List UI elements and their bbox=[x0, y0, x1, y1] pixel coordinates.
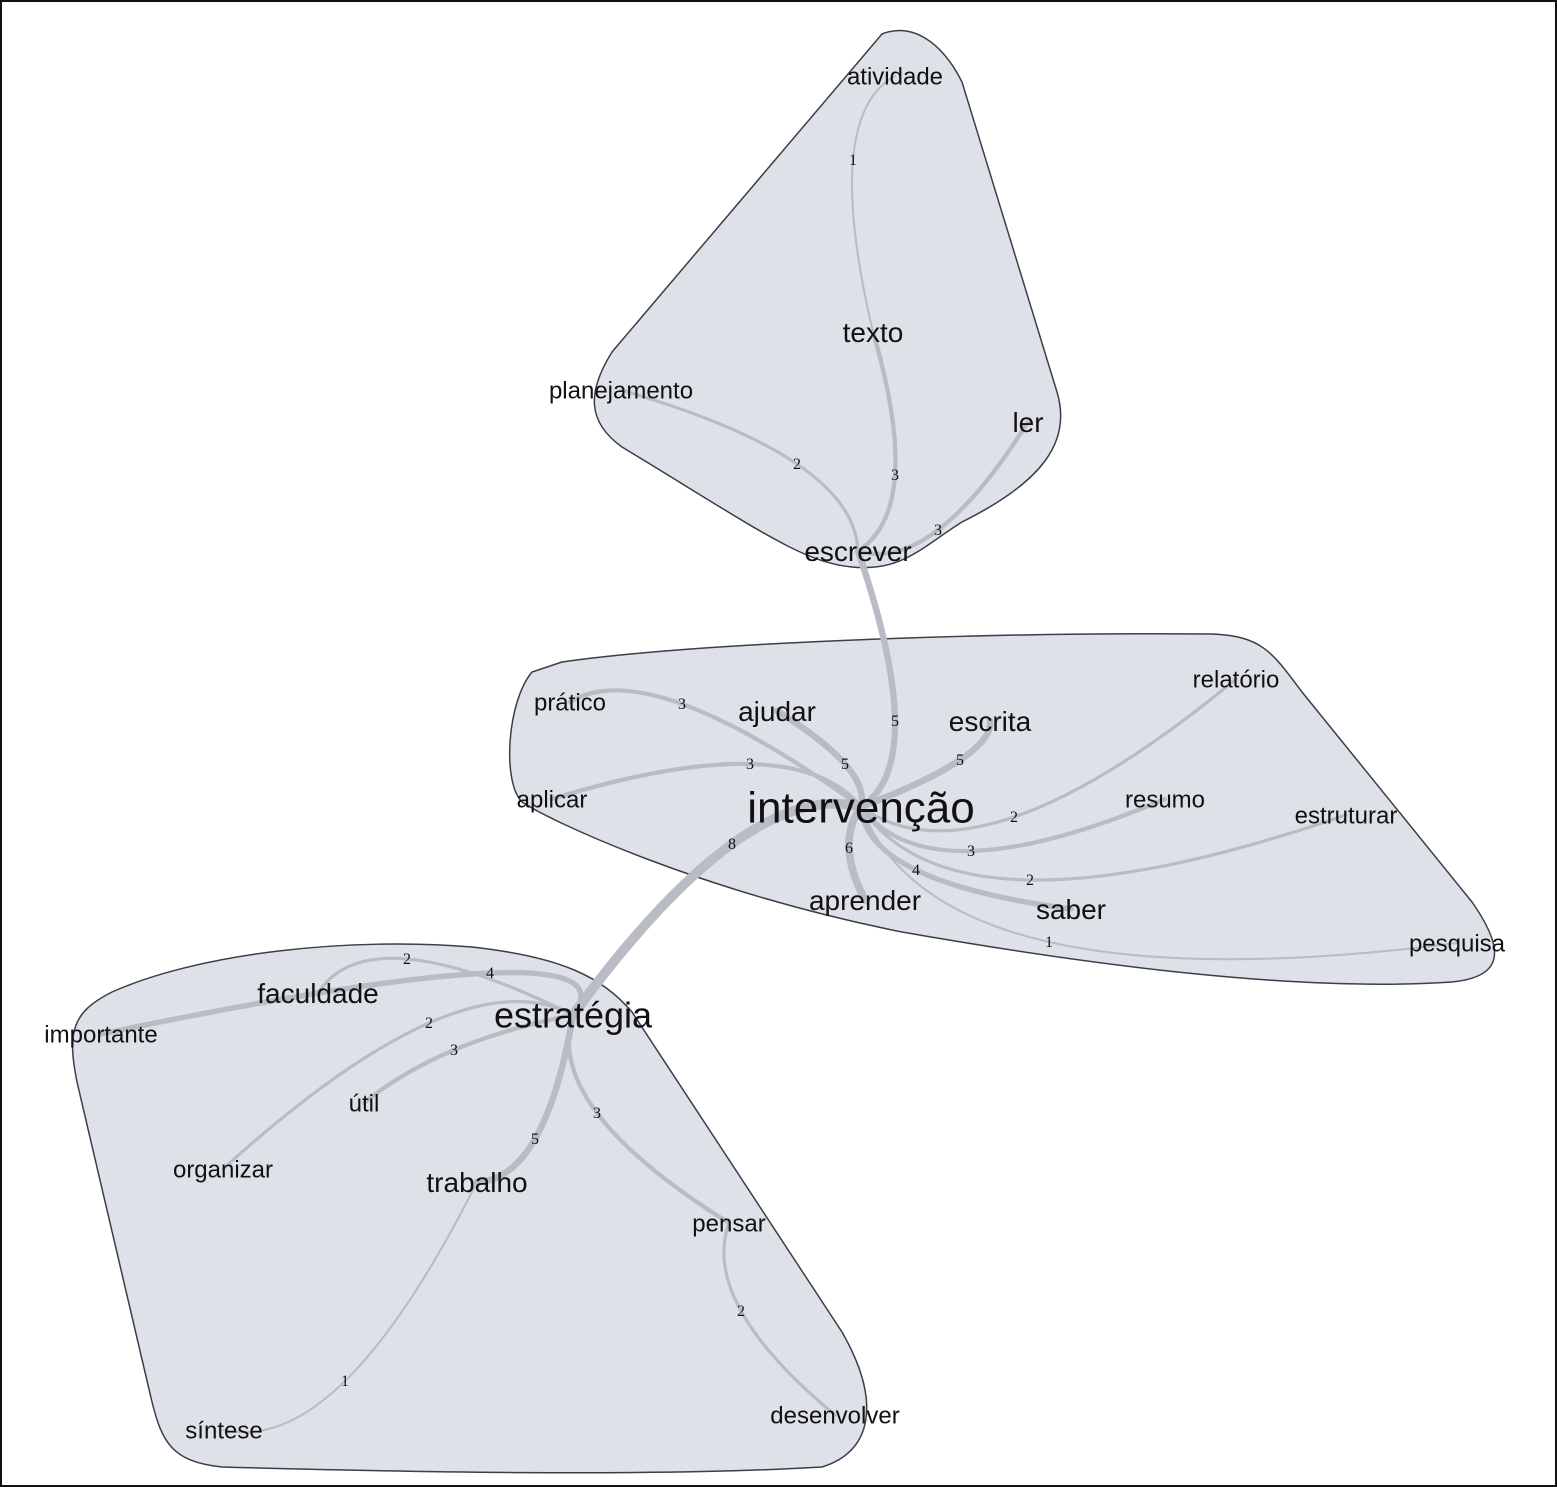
edge-weight-label: 6 bbox=[845, 840, 853, 857]
edge-weight-label: 3 bbox=[934, 522, 942, 539]
node-label: síntese bbox=[185, 1417, 262, 1444]
node-label: ler bbox=[1012, 407, 1043, 438]
edge bbox=[857, 717, 994, 811]
edge-weight-label: 3 bbox=[678, 696, 686, 713]
node-label: texto bbox=[843, 317, 904, 348]
edge-weight-label: 2 bbox=[1010, 809, 1018, 826]
edge-weight-label: 3 bbox=[450, 1042, 458, 1059]
cluster-halo bbox=[71, 943, 868, 1474]
cluster-halo bbox=[508, 633, 1496, 985]
node-label: intervenção bbox=[747, 783, 974, 832]
node-label: saber bbox=[1036, 894, 1106, 925]
node-label: estruturar bbox=[1295, 802, 1398, 829]
edge bbox=[854, 547, 899, 811]
edge-weight-label: 2 bbox=[403, 951, 411, 968]
edge-weight-label: 2 bbox=[793, 456, 801, 473]
edge-weight-label: 2 bbox=[1026, 872, 1034, 889]
edge bbox=[619, 388, 860, 553]
edge bbox=[851, 74, 897, 334]
node-label: resumo bbox=[1125, 786, 1205, 813]
edge-weight-label: 1 bbox=[1045, 934, 1053, 951]
edge-weight-label: 3 bbox=[746, 756, 754, 773]
edge bbox=[859, 805, 1459, 961]
edge bbox=[361, 1012, 576, 1106]
edge-weight-label: 5 bbox=[956, 752, 964, 769]
edge-weight-label: 4 bbox=[486, 965, 494, 982]
edge bbox=[855, 329, 898, 554]
edge-weight-label: 5 bbox=[531, 1131, 539, 1148]
edge bbox=[722, 1221, 837, 1417]
edge bbox=[858, 804, 1074, 912]
node-label: trabalho bbox=[426, 1167, 527, 1198]
edge-weight-label: 3 bbox=[967, 843, 975, 860]
cluster-halo bbox=[593, 29, 1062, 569]
node-label: relatório bbox=[1193, 666, 1280, 693]
edge bbox=[859, 677, 1238, 833]
node-label: aprender bbox=[809, 885, 921, 916]
node-label: estratégia bbox=[494, 995, 653, 1036]
edge-weight-label: 4 bbox=[912, 862, 920, 879]
edge bbox=[773, 707, 866, 811]
edge bbox=[845, 803, 869, 904]
edge bbox=[859, 805, 1348, 882]
node-label: útil bbox=[349, 1090, 380, 1117]
edge bbox=[858, 796, 1168, 854]
edge-weight-label: 2 bbox=[737, 1303, 745, 1320]
edge-weight-label: 1 bbox=[849, 152, 857, 169]
node-label: ajudar bbox=[738, 696, 816, 727]
node-label: escrita bbox=[949, 706, 1032, 737]
edge bbox=[316, 956, 575, 1017]
node-label: prático bbox=[534, 689, 606, 716]
edge bbox=[549, 761, 864, 810]
node-label: escrever bbox=[804, 536, 911, 567]
edge-weight-label: 5 bbox=[891, 713, 899, 730]
node-label: desenvolver bbox=[770, 1402, 899, 1429]
edge bbox=[567, 688, 864, 810]
edge bbox=[473, 1011, 577, 1186]
node-label: faculdade bbox=[257, 978, 378, 1009]
node-label: organizar bbox=[173, 1156, 273, 1183]
edge bbox=[221, 999, 575, 1171]
edge bbox=[222, 1180, 479, 1434]
node-label: pesquisa bbox=[1409, 930, 1506, 957]
edge-weight-label: 3 bbox=[891, 467, 899, 484]
node-label: importante bbox=[44, 1021, 157, 1048]
node-label: aplicar bbox=[517, 786, 588, 813]
edge-weight-label: 3 bbox=[593, 1105, 601, 1122]
node-label: planejamento bbox=[549, 377, 693, 404]
edge-weight-label: 8 bbox=[728, 836, 736, 853]
edge-weight-label: 5 bbox=[841, 756, 849, 773]
edge-weight-label: 2 bbox=[425, 1015, 433, 1032]
edge-weight-label: 1 bbox=[341, 1373, 349, 1390]
node-label: atividade bbox=[847, 63, 943, 90]
edge bbox=[568, 798, 866, 1020]
edge bbox=[855, 419, 1031, 557]
edge bbox=[98, 969, 584, 1037]
edge bbox=[566, 1012, 732, 1226]
node-label: pensar bbox=[692, 1210, 765, 1237]
